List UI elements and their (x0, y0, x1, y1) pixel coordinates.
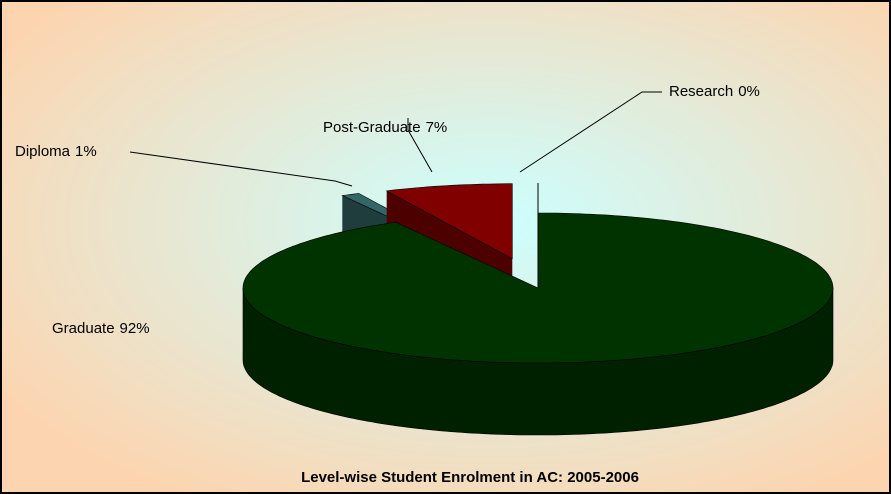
label-value: 92% (120, 320, 150, 337)
label-name: Post-Graduate (323, 119, 421, 136)
label-value: 1% (75, 143, 97, 160)
label-name: Research (669, 83, 733, 100)
leader-line (129, 151, 353, 187)
label-value: 7% (426, 119, 448, 136)
leader-line (519, 91, 662, 173)
label-value: 0% (738, 83, 760, 100)
slice (385, 183, 513, 260)
leader-line (407, 118, 433, 173)
data-label: Diploma 1% (15, 143, 97, 160)
label-name: Graduate (52, 320, 115, 337)
data-label: Research 0% (669, 83, 760, 100)
data-label: Graduate 92% (52, 320, 150, 337)
data-label: Post-Graduate 7% (323, 119, 447, 136)
label-name: Diploma (15, 143, 71, 160)
pie (242, 183, 834, 436)
slice (242, 212, 834, 364)
chart-title: Level-wise Student Enrolment in AC: 2005… (301, 469, 639, 486)
